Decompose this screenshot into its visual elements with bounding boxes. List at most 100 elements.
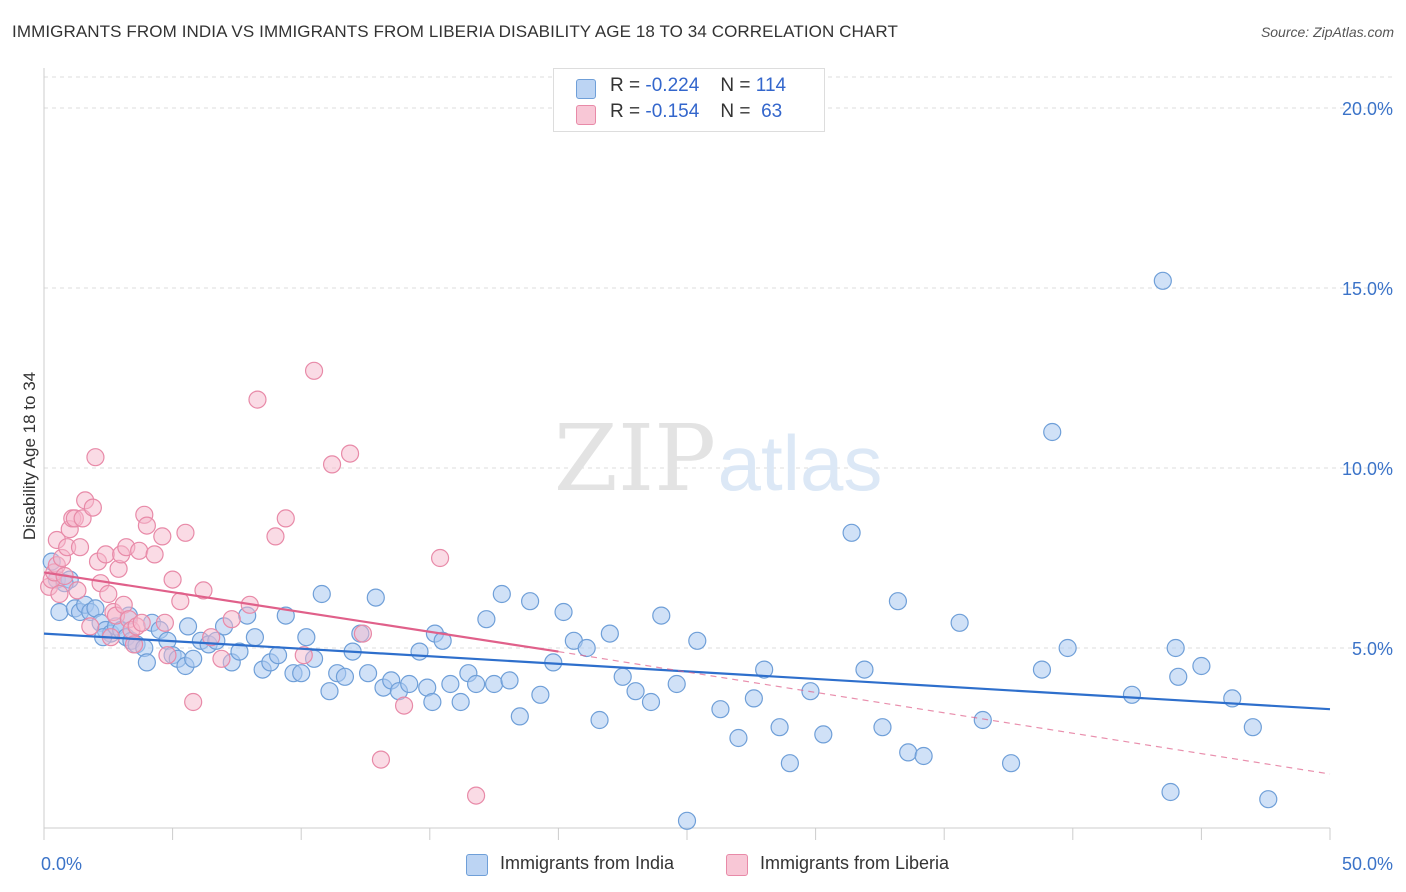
india-point-105	[1243, 718, 1262, 737]
india-point-90	[873, 718, 892, 737]
india-point-100	[1161, 782, 1180, 802]
correlation-legend: R = -0.224 N = 114 R = -0.154 N = 63	[553, 68, 825, 132]
liberia-point-48	[212, 649, 231, 668]
liberia-point-54	[294, 646, 313, 665]
india-point-99	[1122, 685, 1142, 704]
india-points	[42, 271, 1278, 830]
india-point-106	[1259, 790, 1278, 809]
series-swatch-india	[466, 854, 488, 876]
legend-india-r-label: R =	[610, 75, 641, 96]
y-tick-label-1: 10.0%	[1342, 459, 1393, 479]
india-point-84	[780, 754, 799, 773]
liberia-point-38	[145, 545, 164, 564]
india-trendline	[43, 632, 1331, 711]
india-point-115	[677, 811, 697, 830]
india-point-2	[50, 602, 69, 622]
india-point-52	[400, 674, 419, 694]
india-point-75	[626, 682, 645, 701]
trendlines	[43, 571, 1331, 775]
liberia-trendline	[43, 571, 559, 653]
liberia-point-61	[430, 548, 450, 568]
india-point-107	[1153, 271, 1172, 290]
india-point-35	[268, 646, 288, 665]
legend-liberia-r-value: -0.154	[645, 101, 700, 122]
liberia-point-12	[68, 581, 87, 600]
india-point-42	[320, 682, 339, 701]
india-point-95	[1001, 754, 1021, 773]
series-label-india: Immigrants from India	[500, 853, 675, 873]
liberia-point-45	[184, 692, 203, 712]
india-point-53	[410, 642, 429, 661]
india-point-114	[770, 718, 789, 737]
liberia-point-34	[130, 541, 149, 560]
liberia-point-52	[266, 527, 285, 546]
liberia-point-59	[371, 750, 391, 769]
india-point-39	[297, 628, 316, 647]
series-legend: Immigrants from India Immigrants from Li…	[0, 852, 1406, 878]
india-point-73	[600, 624, 619, 643]
india-point-41	[312, 584, 331, 604]
india-point-102	[1169, 667, 1188, 686]
liberia-point-62	[466, 786, 486, 805]
watermark-atlas: atlas	[718, 419, 883, 507]
india-point-44	[335, 667, 355, 686]
y-tick-label-2: 15.0%	[1342, 279, 1393, 299]
gridlines	[44, 76, 1394, 649]
india-point-62	[485, 674, 504, 694]
india-point-64	[500, 671, 519, 690]
india-point-32	[245, 628, 265, 647]
liberia-trendline-extension	[558, 651, 1331, 775]
liberia-point-46	[194, 581, 213, 600]
x-tick-label-1: 50.0%	[1342, 854, 1393, 874]
india-point-111	[137, 653, 156, 672]
india-point-103	[1192, 656, 1211, 676]
liberia-point-55	[304, 361, 324, 380]
india-point-93	[950, 613, 969, 632]
legend-india-n-label: N =	[720, 75, 751, 96]
india-point-80	[711, 700, 730, 719]
liberia-point-60	[394, 696, 414, 715]
india-point-112	[178, 617, 198, 636]
liberia-point-18	[86, 448, 105, 467]
india-point-79	[688, 631, 707, 650]
india-point-96	[1032, 660, 1052, 679]
india-point-113	[423, 692, 442, 712]
legend-swatch-india	[576, 79, 596, 99]
liberia-point-21	[96, 545, 115, 564]
india-point-61	[477, 610, 496, 629]
legend-india-r-value: -0.224	[645, 75, 700, 96]
watermark-zip: ZIP	[554, 405, 716, 512]
india-point-87	[842, 523, 861, 542]
liberia-point-37	[137, 516, 156, 535]
legend-liberia-r-label: R =	[610, 101, 641, 122]
india-point-57	[441, 674, 460, 694]
india-point-86	[814, 725, 833, 744]
india-point-24	[184, 649, 203, 668]
liberia-point-17	[83, 498, 102, 517]
india-point-48	[366, 588, 385, 607]
india-point-47	[358, 664, 378, 683]
india-point-76	[641, 692, 661, 712]
chart-title: IMMIGRANTS FROM INDIA VS IMMIGRANTS FROM…	[12, 22, 898, 41]
india-point-91	[899, 743, 918, 762]
legend-liberia-n-value: 63	[761, 101, 783, 122]
india-point-66	[521, 592, 540, 611]
india-point-60	[466, 674, 486, 694]
india-point-30	[230, 642, 249, 661]
tick-labels: 5.0% 10.0% 15.0% 20.0% 0.0% 50.0%	[41, 99, 1393, 874]
series-label-liberia: Immigrants from Liberia	[760, 853, 950, 873]
india-point-63	[492, 584, 511, 604]
legend-swatch-liberia	[576, 105, 596, 125]
y-axis-label: Disability Age 18 to 34	[20, 371, 39, 541]
india-point-94	[973, 710, 992, 730]
india-point-82	[755, 660, 774, 679]
india-point-98	[1058, 638, 1077, 658]
liberia-point-41	[158, 646, 177, 665]
india-point-74	[613, 667, 632, 686]
india-point-77	[652, 606, 671, 625]
liberia-point-51	[248, 390, 267, 409]
india-point-56	[433, 631, 452, 650]
liberia-point-47	[202, 628, 221, 647]
legend-liberia-n-label: N =	[720, 101, 751, 122]
